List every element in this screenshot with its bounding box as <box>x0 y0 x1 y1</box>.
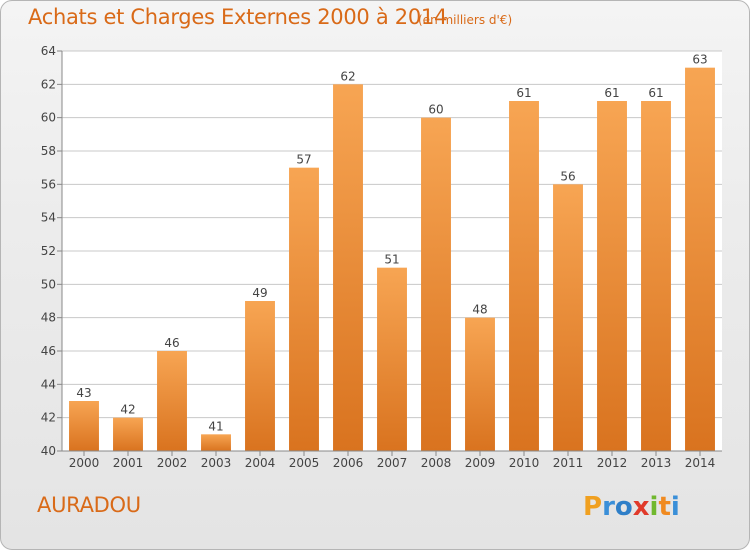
data-label: 61 <box>648 86 663 100</box>
logo-letter: x <box>633 492 650 522</box>
data-label: 43 <box>76 386 91 400</box>
x-tick-label: 2011 <box>553 456 584 470</box>
bar <box>553 184 583 452</box>
y-tick-label: 58 <box>41 144 56 158</box>
bar <box>597 101 627 451</box>
y-tick-label: 44 <box>41 377 56 391</box>
bar <box>641 101 671 451</box>
bar <box>157 351 187 451</box>
x-tick-label: 2014 <box>685 456 716 470</box>
data-label: 61 <box>516 86 531 100</box>
data-label: 62 <box>340 69 355 83</box>
x-tick-label: 2012 <box>597 456 628 470</box>
y-tick-label: 52 <box>41 244 56 258</box>
data-label: 60 <box>428 103 443 117</box>
x-tick-label: 2009 <box>465 456 496 470</box>
bar <box>245 301 275 451</box>
x-tick-label: 2001 <box>113 456 144 470</box>
x-tick-label: 2005 <box>289 456 320 470</box>
logo-text: Proxiti <box>583 492 680 522</box>
y-tick-label: 56 <box>41 177 56 191</box>
data-label: 57 <box>296 153 311 167</box>
data-label: 56 <box>560 169 575 183</box>
bar <box>421 117 451 452</box>
y-tick-label: 42 <box>41 411 56 425</box>
data-label: 48 <box>472 303 487 317</box>
x-tick-label: 2010 <box>509 456 540 470</box>
y-tick-label: 48 <box>41 311 56 325</box>
bar <box>509 101 539 451</box>
x-tick-label: 2007 <box>377 456 408 470</box>
data-label: 46 <box>164 336 179 350</box>
x-tick-label: 2002 <box>157 456 188 470</box>
x-tick-label: 2004 <box>245 456 276 470</box>
logo-letter: i <box>650 492 659 522</box>
chart-subtitle: (en milliers d'€) <box>418 13 513 27</box>
bar <box>69 401 99 451</box>
y-tick-label: 60 <box>41 111 56 125</box>
y-tick-label: 46 <box>41 344 56 358</box>
y-tick-label: 40 <box>41 444 56 458</box>
data-label: 61 <box>604 86 619 100</box>
x-tick-label: 2000 <box>69 456 100 470</box>
data-label: 63 <box>692 53 707 67</box>
y-tick-label: 64 <box>41 44 56 58</box>
logo-letter: P <box>583 492 602 522</box>
x-tick-label: 2003 <box>201 456 232 470</box>
y-tick-label: 54 <box>41 211 56 225</box>
bar <box>201 434 231 451</box>
y-tick-label: 50 <box>41 277 56 291</box>
logo-letter: t <box>658 492 670 522</box>
x-tick-label: 2006 <box>333 456 364 470</box>
x-tick-label: 2013 <box>641 456 672 470</box>
bar <box>685 67 715 452</box>
bar <box>289 167 319 451</box>
data-label: 42 <box>120 403 135 417</box>
chart-title: Achats et Charges Externes 2000 à 2014 <box>28 5 448 29</box>
data-label: 49 <box>252 286 267 300</box>
logo-letter: o <box>615 492 633 522</box>
bar <box>465 317 495 451</box>
bar <box>113 417 143 451</box>
bar <box>333 84 363 451</box>
bar <box>377 267 407 451</box>
proxiti-logo: Proxiti <box>583 492 680 522</box>
logo-letter: i <box>671 492 680 522</box>
y-tick-label: 62 <box>41 77 56 91</box>
commune-name: AURADOU <box>37 493 141 517</box>
logo-letter: r <box>602 492 615 522</box>
data-label: 51 <box>384 253 399 267</box>
data-label: 41 <box>208 419 223 433</box>
x-tick-label: 2008 <box>421 456 452 470</box>
